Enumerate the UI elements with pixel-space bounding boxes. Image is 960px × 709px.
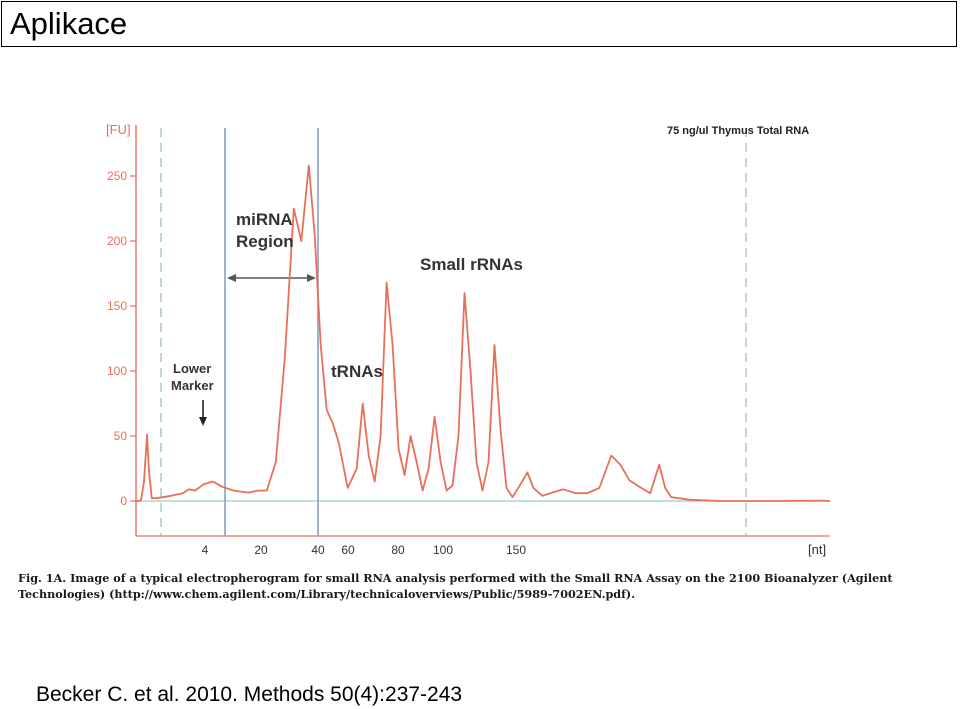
figure-caption-text: Image of a typical electropherogram for … bbox=[18, 571, 893, 601]
y-tick-label: 250 bbox=[107, 169, 127, 183]
annotation-small-rrnas: Small rRNAs bbox=[420, 255, 523, 274]
x-tick-label: 80 bbox=[391, 543, 405, 557]
x-tick-label: 100 bbox=[433, 543, 453, 557]
slide-title-box: Aplikace bbox=[1, 1, 957, 47]
x-tick-label: 20 bbox=[254, 543, 268, 557]
x-axis-label: [nt] bbox=[808, 542, 826, 557]
annotation-marker: Marker bbox=[171, 378, 214, 393]
x-tick-label: 40 bbox=[311, 543, 325, 557]
x-tick-label: 60 bbox=[341, 543, 355, 557]
y-tick-label: 0 bbox=[120, 494, 127, 508]
annotation-lower: Lower bbox=[173, 361, 211, 376]
y-ticks: 0 50 100 150 200 250 bbox=[107, 169, 136, 508]
x-tick-label: 150 bbox=[506, 543, 526, 557]
chart-title: 75 ng/ul Thymus Total RNA bbox=[667, 125, 809, 137]
citation: Becker C. et al. 2010. Methods 50(4):237… bbox=[36, 683, 463, 706]
y-tick-label: 100 bbox=[107, 364, 127, 378]
y-axis-label: [FU] bbox=[106, 122, 131, 137]
y-tick-label: 200 bbox=[107, 234, 127, 248]
x-tick-label: 4 bbox=[202, 543, 209, 557]
mirna-arrow-left-head bbox=[227, 274, 236, 282]
series-trace-line bbox=[135, 164, 831, 502]
y-tick-label: 150 bbox=[107, 299, 127, 313]
plot-area bbox=[136, 125, 830, 535]
annotation-trnas: tRNAs bbox=[331, 362, 383, 381]
figure-caption: Fig. 1A. Image of a typical electrophero… bbox=[18, 570, 938, 602]
y-tick-label: 50 bbox=[114, 429, 128, 443]
x-ticks: 4 20 40 60 80 100 150 bbox=[202, 543, 527, 557]
slide-title: Aplikace bbox=[10, 6, 128, 41]
annotation-region: Region bbox=[236, 232, 294, 251]
mirna-arrow-right-head bbox=[307, 274, 316, 282]
lower-marker-arrow-head bbox=[199, 417, 207, 426]
figure-caption-label: Fig. 1A. bbox=[18, 571, 67, 585]
annotation-mirna: miRNA bbox=[236, 210, 293, 229]
